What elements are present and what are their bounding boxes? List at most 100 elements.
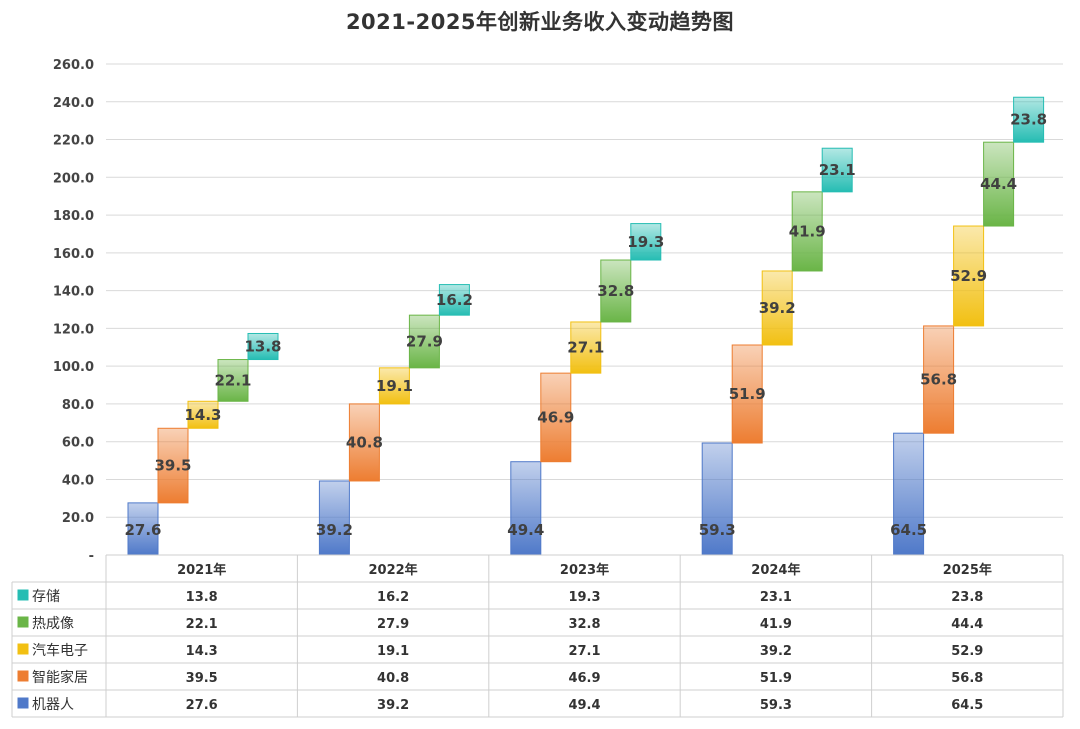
data-label: 22.1 — [214, 371, 251, 389]
y-tick-label: 160.0 — [53, 247, 94, 262]
table-cell: 27.1 — [568, 644, 600, 659]
table-header-cell: 2023年 — [560, 562, 609, 578]
data-label: 44.4 — [980, 175, 1017, 193]
bar-存储-2023年 — [630, 223, 662, 261]
table-cell: 19.3 — [568, 590, 600, 605]
table-cell: 27.9 — [377, 617, 409, 632]
table-cell: 64.5 — [951, 698, 983, 713]
table-cell: 39.5 — [186, 671, 218, 686]
table-cell: 23.8 — [951, 590, 983, 605]
data-label: 59.3 — [699, 521, 736, 539]
y-tick-label: 40.0 — [62, 473, 94, 488]
table-cell: 59.3 — [760, 698, 792, 713]
bar-热成像-2022年 — [408, 314, 440, 369]
data-label: 27.9 — [406, 333, 443, 351]
bar-机器人-2025年 — [893, 432, 925, 556]
table-cell: 13.8 — [186, 590, 218, 605]
data-label: 19.3 — [627, 233, 664, 251]
bar-汽车电子-2024年 — [761, 270, 793, 346]
legend-swatch — [17, 670, 29, 682]
bar-汽车电子-2025年 — [953, 225, 985, 327]
table-header-cell: 2022年 — [369, 562, 418, 578]
bar-汽车电子-2022年 — [378, 367, 410, 405]
gridlines — [106, 63, 1063, 518]
legend-swatch — [17, 616, 29, 628]
y-tick-label: 60.0 — [62, 436, 94, 451]
bar-热成像-2023年 — [600, 259, 632, 323]
table-header-cell: 2021年 — [177, 562, 226, 578]
data-label: 52.9 — [950, 267, 987, 285]
data-label: 56.8 — [920, 371, 957, 389]
legend-label: 汽车电子 — [32, 642, 88, 659]
bar-热成像-2021年 — [217, 359, 249, 402]
table-cell: 52.9 — [951, 644, 983, 659]
bar-机器人-2022年 — [318, 480, 350, 556]
bar-智能家居-2025年 — [923, 325, 955, 434]
bar-存储-2022年 — [438, 284, 470, 316]
table-cell: 51.9 — [760, 671, 792, 686]
bar-汽车电子-2023年 — [570, 321, 602, 374]
bar-机器人-2023年 — [510, 461, 542, 556]
bar-热成像-2024年 — [791, 191, 823, 272]
bar-智能家居-2024年 — [731, 344, 763, 444]
data-label: 14.3 — [184, 406, 221, 424]
data-label: 19.1 — [376, 377, 413, 395]
bar-智能家居-2021年 — [157, 427, 189, 504]
legend-label: 机器人 — [32, 697, 74, 713]
table-cell: 49.4 — [568, 698, 600, 713]
data-label: 39.5 — [154, 457, 191, 475]
legend-label: 智能家居 — [32, 669, 88, 686]
y-tick-label: 220.0 — [53, 134, 94, 149]
table-cell: 19.1 — [377, 644, 409, 659]
data-label: 41.9 — [789, 222, 826, 240]
data-label: 40.8 — [346, 433, 383, 451]
y-tick-label: 200.0 — [53, 171, 94, 186]
y-tick-label: 180.0 — [53, 209, 94, 224]
y-tick-label: 120.0 — [53, 322, 94, 337]
bar-存储-2024年 — [821, 147, 853, 193]
data-label: 51.9 — [729, 385, 766, 403]
table-cell: 22.1 — [186, 617, 218, 632]
data-label: 23.1 — [819, 161, 856, 179]
y-tick-label: 140.0 — [53, 285, 94, 300]
data-label: 64.5 — [890, 521, 927, 539]
legend-swatch — [17, 697, 29, 709]
bar-汽车电子-2021年 — [187, 400, 219, 429]
bar-智能家居-2022年 — [348, 403, 380, 482]
bar-机器人-2024年 — [701, 442, 733, 556]
table-cell: 56.8 — [951, 671, 983, 686]
y-tick-label: 100.0 — [53, 360, 94, 375]
table-cell: 40.8 — [377, 671, 409, 686]
bar-热成像-2025年 — [983, 141, 1015, 227]
data-label: 27.6 — [124, 521, 161, 539]
data-label: 23.8 — [1010, 111, 1047, 129]
data-label: 46.9 — [537, 408, 574, 426]
bars — [127, 96, 1045, 556]
data-label: 16.2 — [436, 291, 473, 309]
data-label: 39.2 — [759, 299, 796, 317]
data-label: 32.8 — [597, 282, 634, 300]
data-label: 13.8 — [244, 338, 281, 356]
y-tick-label: 20.0 — [62, 511, 94, 526]
legend-swatch — [17, 643, 29, 655]
table-cell: 46.9 — [568, 671, 600, 686]
y-tick-label: 240.0 — [53, 96, 94, 111]
table-cell: 23.1 — [760, 590, 792, 605]
bar-智能家居-2023年 — [540, 372, 572, 463]
table-cell: 14.3 — [186, 644, 218, 659]
table-cell: 41.9 — [760, 617, 792, 632]
table-cell: 16.2 — [377, 590, 409, 605]
bar-存储-2021年 — [247, 332, 279, 361]
y-axis: - 20.0 40.0 60.0 80.0 100.0 120.0 140.0 160.0 180… — [53, 58, 94, 564]
table-header-cell: 2025年 — [943, 562, 992, 578]
table-header-cell: 2024年 — [751, 562, 800, 578]
data-label: 27.1 — [567, 339, 604, 357]
legend-swatch — [17, 589, 29, 601]
table-cell: 39.2 — [377, 698, 409, 713]
legend-label: 存储 — [32, 589, 60, 605]
table-cell: 39.2 — [760, 644, 792, 659]
bar-存储-2025年 — [1013, 96, 1045, 143]
chart-title: 2021-2025年创新业务收入变动趋势图 — [345, 10, 735, 34]
legend-label: 热成像 — [32, 616, 74, 632]
